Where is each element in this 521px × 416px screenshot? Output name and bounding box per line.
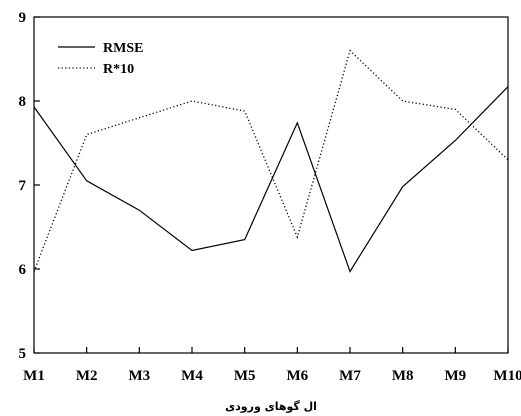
x-tick-label: M2 bbox=[76, 368, 98, 384]
x-tick-label: M8 bbox=[392, 368, 414, 384]
x-tick-label: M3 bbox=[128, 368, 150, 384]
x-tick-label: M10 bbox=[493, 368, 521, 384]
y-tick-label: 6 bbox=[19, 262, 27, 278]
x-axis: M1 M2 M3 M4 M5 M6 M7 M8 M9 M10 bbox=[23, 347, 521, 384]
legend: RMSE R*10 bbox=[58, 41, 143, 77]
x-tick-label: M4 bbox=[181, 368, 203, 384]
x-tick-label: M1 bbox=[23, 368, 45, 384]
x-axis-label: ال گوهای ورودی bbox=[225, 400, 317, 413]
x-tick-label: M9 bbox=[444, 368, 466, 384]
series-line-rmse bbox=[33, 86, 509, 273]
y-axis: 5 6 7 8 9 bbox=[19, 10, 40, 362]
series-lines bbox=[33, 49, 509, 273]
legend-label: R*10 bbox=[103, 62, 134, 77]
x-tick-label: M5 bbox=[234, 368, 256, 384]
x-tick-label: M6 bbox=[286, 368, 308, 384]
y-tick-label: 8 bbox=[19, 94, 27, 110]
x-tick-label: M7 bbox=[339, 368, 361, 384]
y-tick-label: 7 bbox=[19, 178, 27, 194]
series-line-r-10 bbox=[33, 49, 509, 272]
y-tick-label: 5 bbox=[19, 346, 27, 362]
legend-label: RMSE bbox=[103, 41, 143, 56]
y-tick-label: 9 bbox=[19, 10, 27, 26]
